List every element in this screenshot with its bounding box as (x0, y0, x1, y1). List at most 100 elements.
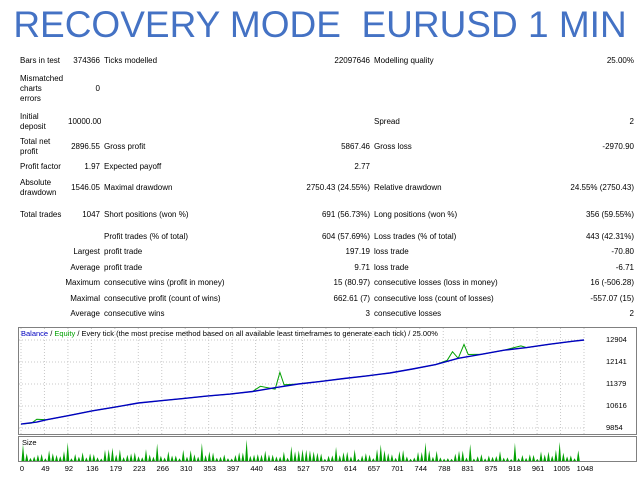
volume-bar (110, 447, 114, 461)
volume-label: Size (22, 438, 37, 447)
volume-bar (569, 455, 573, 461)
x-tick-label: 831 (461, 464, 474, 473)
volume-bar (327, 455, 331, 461)
average-loss-label: loss trade (374, 262, 409, 272)
maximal-cons-loss-value: -557.07 (15) (590, 293, 634, 303)
net-profit-value: 2896.55 (71, 141, 100, 151)
gross-profit-label: Gross profit (104, 141, 146, 151)
volume-bar (420, 452, 424, 461)
volume-bar (423, 442, 427, 461)
volume-bar (394, 457, 398, 461)
volume-bar (222, 454, 226, 461)
y-tick-label: 9854 (606, 423, 623, 432)
volume-bar (144, 449, 148, 461)
volume-bar (576, 450, 580, 461)
volume-bar (155, 443, 159, 461)
volume-bar (178, 458, 182, 461)
largest-profit-label: profit trade (104, 247, 143, 256)
volume-bar (133, 452, 137, 461)
x-tick-label: 310 (179, 464, 193, 473)
avg-cons-wins-value: 3 (365, 308, 370, 318)
volume-bar (28, 457, 32, 461)
volume-bar (446, 458, 450, 461)
volume-bar (520, 454, 524, 461)
y-tick-label: 12141 (606, 357, 627, 366)
largest-loss-label: loss trade (374, 247, 409, 256)
total-trades-value: 1047 (82, 210, 100, 219)
volume-bar (461, 450, 465, 461)
max-cons-losses-value: 16 (-506.28) (590, 278, 634, 287)
x-tick-label: 397 (226, 464, 240, 473)
volume-bar (237, 452, 241, 461)
volume-bar (256, 454, 260, 461)
volume-bar (140, 457, 144, 461)
volume-bar (483, 458, 487, 461)
gross-loss-label: Gross loss (374, 141, 412, 151)
page-title: RECOVERY MODE EURUSD 1 MIN (13, 4, 627, 45)
volume-bar (535, 458, 539, 461)
ticks-value: 22097646 (334, 56, 370, 65)
x-tick-label: 266 (156, 464, 170, 473)
volume-bar (356, 458, 360, 461)
volume-bar (550, 455, 554, 461)
maximal-label: Maximal (70, 293, 100, 303)
volume-bar (558, 441, 562, 461)
volume-bar (464, 457, 468, 461)
mismatched-label: Mismatched charts errors (20, 74, 64, 103)
x-tick-label: 701 (391, 464, 404, 473)
max-cons-wins-value: 15 (80.97) (333, 278, 370, 287)
volume-bar (260, 454, 264, 461)
spread-label: Spread (374, 117, 400, 126)
volume-bar (185, 456, 189, 461)
volume-bar (103, 449, 107, 461)
maximal-cons-profit-value: 662.61 (7) (333, 293, 370, 303)
maximum-label: Maximum (65, 278, 100, 287)
maximal-cons-loss-label: consecutive loss (count of losses) (374, 293, 494, 303)
volume-bar (491, 456, 495, 461)
volume-bar (274, 456, 278, 461)
volume-bar (494, 456, 498, 461)
volume-bar (450, 458, 454, 461)
volume-bar (379, 444, 383, 461)
volume-bar (409, 458, 413, 461)
volume-bar (543, 454, 547, 461)
x-tick-label: 1048 (576, 464, 594, 473)
volume-bar (66, 442, 70, 461)
volume-bar (371, 458, 375, 461)
x-tick-label: 788 (437, 464, 451, 473)
x-tick-label: 0 (19, 464, 25, 473)
volume-bar (271, 454, 275, 461)
volume-bar (192, 454, 196, 461)
max-cons-losses-label: consecutive losses (loss in money) (374, 278, 498, 287)
volume-bar (315, 452, 319, 461)
volume-bar (92, 454, 96, 461)
volume-bar (99, 458, 103, 461)
volume-bar (338, 455, 342, 461)
deposit-value: 10000.00 (68, 117, 102, 126)
volume-bar (47, 450, 51, 461)
x-tick-label: 961 (531, 464, 545, 473)
avg-cons-losses-label: consecutive losses (374, 308, 442, 318)
volume-bar (125, 454, 129, 461)
gross-loss-value: -2970.90 (602, 141, 634, 151)
volume-bar (36, 454, 40, 461)
volume-bar (241, 452, 245, 461)
max-drawdown-label: Maximal drawdown (104, 183, 173, 192)
volume-bar (51, 453, 55, 461)
x-tick-label: 1005 (553, 464, 570, 473)
average2-label: Average (70, 308, 100, 318)
expected-payoff-value: 2.77 (354, 162, 370, 171)
x-tick-label: 657 (367, 464, 381, 473)
long-value: 356 (59.55%) (585, 210, 634, 219)
volume-bar (301, 449, 304, 461)
volume-bar (453, 453, 457, 461)
profit-trades-value: 604 (57.69%) (321, 231, 370, 241)
volume-bar (96, 457, 100, 461)
net-profit-label: Total net profit (20, 136, 51, 156)
chart-legend: Balance / Equity / Every tick (the most … (21, 329, 438, 338)
mismatched-value: 0 (95, 84, 100, 93)
volume-bar (267, 454, 271, 461)
volume-bar (487, 455, 491, 461)
volume-bar (476, 456, 480, 461)
volume-bar (349, 456, 353, 461)
